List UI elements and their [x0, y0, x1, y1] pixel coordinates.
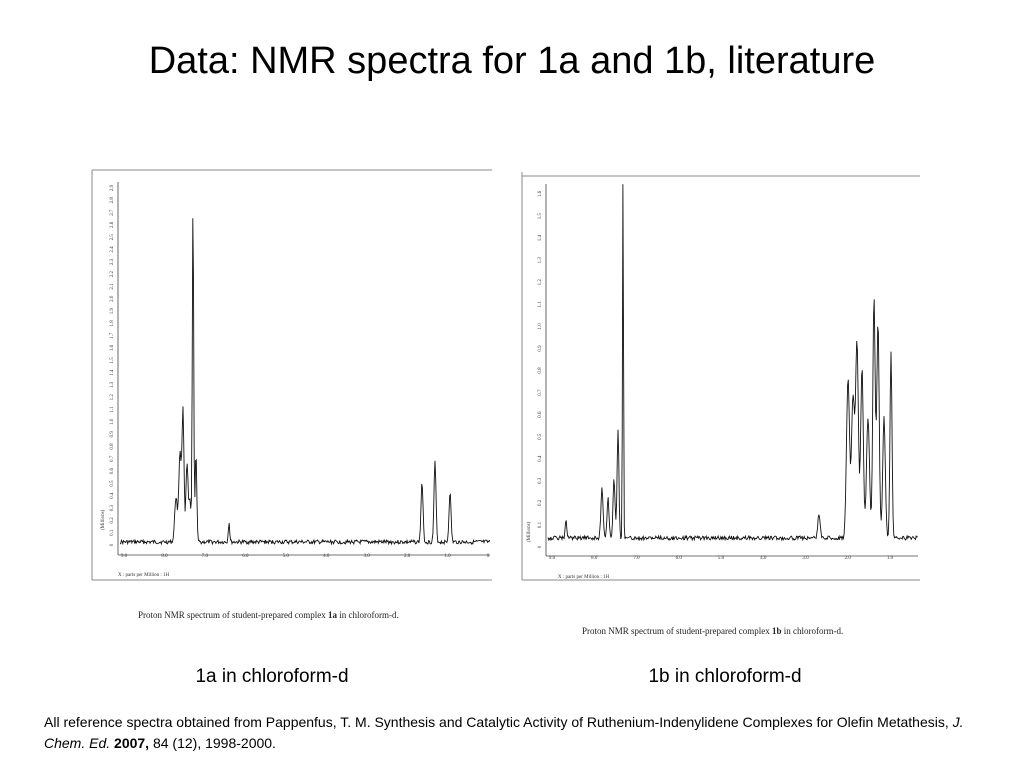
y-tick-label: 1.0	[538, 323, 543, 330]
y-tick-label: 1.7	[110, 332, 115, 339]
y-tick-label: 0.9	[110, 431, 115, 438]
y-tick-label: 1.9	[110, 307, 115, 314]
x-axis-title: X : parts per Million : 1H	[118, 573, 169, 578]
y-tick-label: 0.3	[538, 477, 543, 484]
y-tick-label: 0.4	[110, 492, 115, 499]
y-tick-label: 0.6	[538, 411, 543, 418]
y-tick-label: 1.2	[110, 394, 115, 401]
y-tick-labels: 0 0.1 0.2 0.3 0.4 0.5 0.6 0.7 0.8 0.9 1.0 1.1 1.2 1.3…	[110, 184, 115, 546]
x-tick-label: 4.0	[323, 554, 330, 559]
caption-compound: 1b	[771, 626, 782, 636]
x-tick-label: 2.0	[845, 556, 852, 561]
x-tick-label: 3.0	[802, 556, 809, 561]
x-tick-label: 1.0	[887, 556, 894, 561]
citation-year: 2007,	[114, 735, 150, 751]
y-tick-label: 2.5	[110, 234, 115, 241]
x-tick-label: 6.0	[676, 556, 683, 561]
y-tick-label: 1.2	[538, 279, 543, 286]
y-tick-label: 1.6	[110, 344, 115, 351]
slide-title: Data: NMR spectra for 1a and 1b, literat…	[148, 40, 876, 82]
x-tick-label: 7.0	[202, 554, 209, 559]
y-tick-label: 0.5	[538, 433, 543, 440]
y-tick-label: 2.7	[110, 209, 115, 216]
x-tick-labels: 9.0 8.0 7.0 6.0 5.0 4.0 3.0 2.0 1.0	[549, 556, 894, 561]
nmr-spectrum-1b-plot: (Millions) 0 0.1 0.2 0.3 0.4 0.5 0.6 0.7 0.8 0.9 1…	[521, 172, 920, 581]
caption-suffix: in chloroform-d.	[781, 626, 844, 636]
y-tick-label: 1.0	[110, 418, 115, 425]
caption-prefix: Proton NMR spectrum of student-prepared …	[138, 610, 328, 620]
y-tick-label: 2.1	[110, 283, 115, 290]
y-tick-label: 0.8	[538, 367, 543, 374]
y-tick-label: 2.3	[110, 258, 115, 265]
y-tick-label: 1.1	[110, 406, 115, 413]
x-tick-label: 2.0	[404, 554, 411, 559]
spectrum-trace	[547, 184, 918, 542]
y-tick-label: 0.5	[110, 480, 115, 487]
y-axis-title: (Millions)	[101, 509, 106, 530]
x-tick-label: 5.0	[283, 554, 290, 559]
citation-journal: J. Chem. Ed.	[44, 714, 964, 751]
x-tick-labels: 9.0 8.0 7.0 6.0 5.0 4.0 3.0 2.0 1.0 0	[121, 554, 490, 559]
x-tick-label: 4.0	[760, 556, 767, 561]
x-tick-label: 8.0	[161, 554, 168, 559]
spectrum-1b-label: 1b in chloroform-d	[648, 666, 802, 687]
y-tick-labels: 0 0.1 0.2 0.3 0.4 0.5 0.6 0.7 0.8 0.9 1.0 1.1 1.2 1.3…	[538, 190, 543, 548]
y-axis-title: (Millions)	[527, 521, 532, 542]
citation-details: 84 (12), 1998-2000.	[149, 735, 276, 751]
y-tick-label: 0.2	[110, 517, 115, 524]
figure-caption-1a: Proton NMR spectrum of student-prepared …	[138, 610, 399, 620]
caption-suffix: in chloroform-d.	[336, 610, 399, 620]
x-tick-label: 1.0	[444, 554, 451, 559]
x-tick-label: 9.0	[549, 556, 556, 561]
x-tick-label: 3.0	[364, 554, 371, 559]
y-tick-label: 0.9	[538, 345, 543, 352]
x-tick-label: 8.0	[591, 556, 598, 561]
y-tick-label: 2.8	[110, 197, 115, 204]
y-tick-label: 0.4	[538, 455, 543, 462]
x-tick-label: 9.0	[121, 554, 128, 559]
nmr-spectrum-1b-figure: (Millions) 0 0.1 0.2 0.3 0.4 0.5 0.6 0.7 0.8 0.9 1…	[521, 172, 922, 642]
x-tick-label: 6.0	[242, 554, 249, 559]
y-tick-label: 1.1	[538, 301, 543, 308]
caption-prefix: Proton NMR spectrum of student-prepared …	[582, 626, 772, 636]
y-tick-label: 2.9	[110, 184, 115, 191]
y-tick-label: 0.1	[538, 521, 543, 528]
x-tick-label: 5.0	[718, 556, 725, 561]
x-tick-label: 0	[487, 554, 490, 559]
y-tick-label: 0.8	[110, 443, 115, 450]
reference-citation: All reference spectra obtained from Papp…	[44, 712, 1004, 754]
y-tick-label: 2.4	[110, 246, 115, 253]
y-tick-label: 1.5	[110, 357, 115, 364]
y-tick-label: 2.2	[110, 271, 115, 278]
y-tick-label: 1.6	[538, 190, 543, 197]
nmr-spectrum-1a-plot: (Millions) 0 0.1 0.2 0.3 0.4 0.5 0.6 0.7 0.8 0.9 1…	[91, 169, 492, 581]
x-axis-title: X : parts per Million : 1H	[558, 575, 609, 580]
y-tick-label: 0	[110, 543, 115, 546]
y-tick-label: 0.6	[110, 468, 115, 475]
x-tick-label: 7.0	[633, 556, 640, 561]
y-tick-label: 1.3	[538, 257, 543, 264]
y-tick-label: 1.4	[110, 369, 115, 376]
y-tick-label: 0.7	[110, 455, 115, 462]
y-tick-label: 0.7	[538, 389, 543, 396]
y-tick-label: 1.8	[110, 320, 115, 327]
spectrum-1a-label: 1a in chloroform-d	[195, 666, 349, 687]
y-tick-label: 1.3	[110, 381, 115, 388]
y-tick-label: 0.1	[110, 529, 115, 536]
y-tick-label: 2.6	[110, 221, 115, 228]
citation-text: All reference spectra obtained from Papp…	[44, 714, 953, 730]
spectrum-trace	[119, 218, 491, 546]
y-tick-label: 1.4	[538, 235, 543, 242]
nmr-spectrum-1a-figure: (Millions) 0 0.1 0.2 0.3 0.4 0.5 0.6 0.7 0.8 0.9 1…	[91, 169, 494, 630]
y-tick-label: 0.3	[110, 504, 115, 511]
y-tick-label: 1.5	[538, 212, 543, 219]
y-tick-label: 0	[538, 545, 543, 548]
caption-compound: 1a	[327, 610, 337, 620]
y-tick-label: 2.0	[110, 295, 115, 302]
figure-caption-1b: Proton NMR spectrum of student-prepared …	[582, 626, 843, 636]
y-tick-label: 0.2	[538, 499, 543, 506]
